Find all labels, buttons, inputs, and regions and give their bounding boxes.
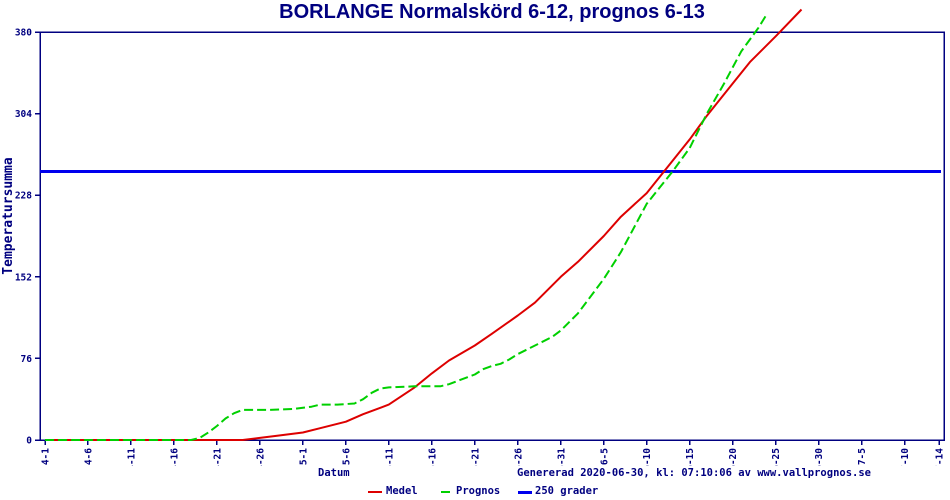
series-medel-line [45, 8, 803, 441]
y-tick-label: 76 [21, 354, 33, 365]
medel-line-swatch [368, 491, 382, 493]
x-tick-label: 5-1 [298, 448, 309, 465]
x-tick-label: 4-26 [255, 448, 266, 466]
reference-line-swatch [518, 491, 532, 494]
y-tick-label: 228 [15, 191, 32, 202]
x-tick-label: 5-26 [513, 448, 524, 466]
x-tick-label: 5-6 [341, 448, 352, 465]
x-tick-label: 4-1 [41, 448, 52, 465]
y-tick-label: 380 [15, 28, 32, 39]
x-tick-label: 7-14 [935, 448, 946, 466]
x-tick-label: 4-16 [169, 448, 180, 466]
legend: Medel Prognos 250 grader [0, 485, 950, 499]
x-tick-label: 6-5 [599, 448, 610, 465]
x-tick-label: 7-10 [900, 448, 911, 466]
x-tick-label: 7-5 [857, 448, 868, 465]
x-tick-label: 6-20 [728, 448, 739, 466]
legend-label-prognos: Prognos [456, 485, 501, 497]
x-tick-label: 5-16 [427, 448, 438, 466]
axis-frame [39, 31, 945, 441]
x-tick-label: 5-31 [556, 448, 567, 466]
y-tick-label: 0 [26, 436, 32, 447]
x-axis-title: Datum [318, 467, 350, 479]
y-tick-label: 304 [15, 109, 32, 120]
y-axis-title: Temperatursumma [1, 157, 16, 275]
x-tick-label: 5-11 [384, 448, 395, 466]
x-tick-label: 4-21 [212, 448, 223, 466]
prognos-dash-swatch [441, 491, 450, 493]
x-tick-label: 6-10 [642, 448, 653, 466]
x-tick-label: 6-30 [814, 448, 825, 466]
legend-label-medel: Medel [386, 485, 418, 497]
x-tick-label: 5-21 [470, 448, 481, 466]
x-tick-label: 6-15 [685, 448, 696, 466]
generated-timestamp: Genererad 2020-06-30, kl: 07:10:06 av ww… [517, 467, 872, 479]
series-prognos-line [45, 13, 768, 441]
x-tick-label: 4-11 [126, 448, 137, 466]
x-tick-label: 6-25 [771, 448, 782, 466]
x-tick-label: 4-6 [83, 448, 94, 465]
legend-label-250-grader: 250 grader [535, 485, 599, 497]
chart-title: BORLANGE Normalskörd 6-12, prognos 6-13 [279, 1, 705, 23]
y-tick-label: 152 [15, 272, 32, 283]
plot-area: Temperatursumma 0 76 152 228 304 380 4-1 4-6 4-1… [1, 8, 946, 466]
